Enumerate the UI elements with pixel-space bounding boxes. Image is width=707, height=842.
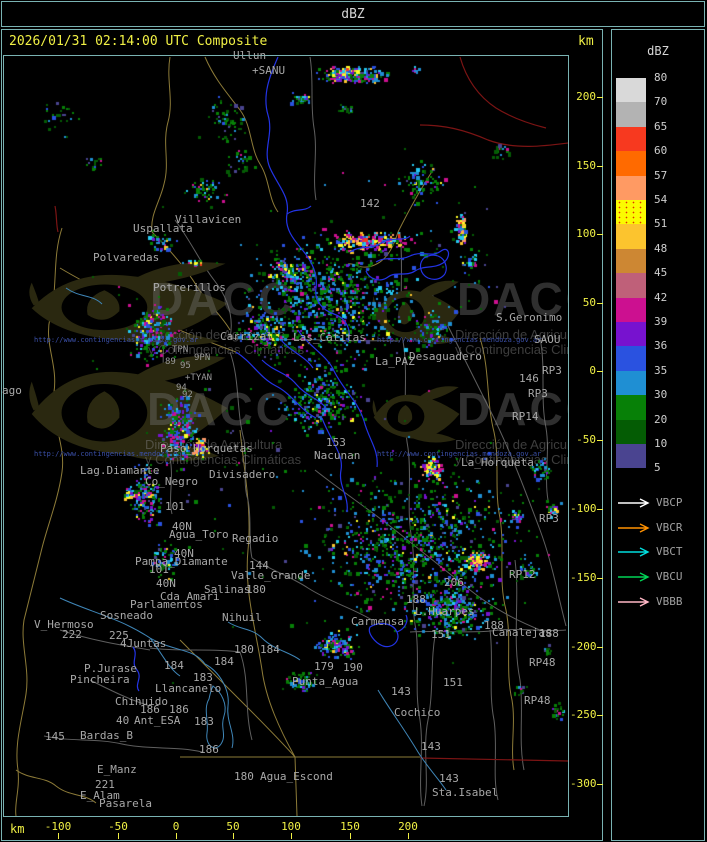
vector-arrow-icon bbox=[618, 498, 650, 508]
vector-label: VBCT bbox=[656, 545, 683, 558]
scale-tick-label: 70 bbox=[654, 95, 668, 108]
scale-tick-label: 5 bbox=[654, 461, 661, 474]
timestamp-label: 2026/01/31 02:14:00 UTC Composite bbox=[9, 34, 268, 49]
scale-swatch bbox=[616, 176, 646, 200]
scale-tick-label: 65 bbox=[654, 120, 668, 133]
radar-plot-area bbox=[3, 55, 569, 817]
scale-swatch bbox=[616, 78, 646, 102]
scale-swatch bbox=[616, 298, 646, 322]
scale-tick-label: 57 bbox=[654, 169, 668, 182]
scale-swatch bbox=[616, 371, 646, 395]
scale-title: dBZ bbox=[647, 44, 669, 58]
scale-tick-label: 35 bbox=[654, 364, 668, 377]
scale-tick-label: 80 bbox=[654, 71, 668, 84]
vector-arrow-icon bbox=[618, 523, 650, 533]
legend-panel: dBZ 80 70 65 60 57 54 51 48 45 42 39 36 35 30 20 10 5 VB… bbox=[611, 29, 705, 841]
title-bar-label: dBZ bbox=[341, 6, 365, 22]
scale-tick-label: 60 bbox=[654, 144, 668, 157]
scale-swatch bbox=[616, 444, 646, 468]
scale-swatch bbox=[616, 395, 646, 420]
scale-tick-label: 20 bbox=[654, 413, 668, 426]
scale-swatch bbox=[616, 224, 646, 249]
vector-label: VBBB bbox=[656, 595, 683, 608]
vector-arrow-icon bbox=[618, 597, 650, 607]
scale-tick-label: 10 bbox=[654, 437, 668, 450]
title-bar: dBZ bbox=[1, 1, 705, 27]
scale-tick-label: 48 bbox=[654, 242, 668, 255]
scale-tick-label: 45 bbox=[654, 266, 668, 279]
scale-swatch bbox=[616, 273, 646, 298]
scale-tick-label: 51 bbox=[654, 217, 668, 230]
y-axis-unit-label: km bbox=[578, 34, 594, 49]
scale-swatch bbox=[616, 420, 646, 444]
scale-tick-label: 36 bbox=[654, 339, 668, 352]
scale-tick-label: 42 bbox=[654, 291, 668, 304]
scale-tick-label: 39 bbox=[654, 315, 668, 328]
vector-arrow-icon bbox=[618, 547, 650, 557]
vector-label: VBCR bbox=[656, 521, 683, 534]
vector-label: VBCP bbox=[656, 496, 683, 509]
scale-swatch bbox=[616, 322, 646, 346]
scale-swatch bbox=[616, 127, 646, 151]
scale-swatch bbox=[616, 102, 646, 127]
scale-tick-label: 30 bbox=[654, 388, 668, 401]
scale-tick-label: 54 bbox=[654, 193, 668, 206]
scale-swatch bbox=[616, 151, 646, 176]
vector-label: VBCU bbox=[656, 570, 683, 583]
scale-swatch bbox=[616, 200, 646, 224]
vector-arrow-icon bbox=[618, 572, 650, 582]
scale-swatch bbox=[616, 346, 646, 371]
vector-arrows bbox=[618, 498, 650, 607]
scale-swatch bbox=[616, 249, 646, 273]
